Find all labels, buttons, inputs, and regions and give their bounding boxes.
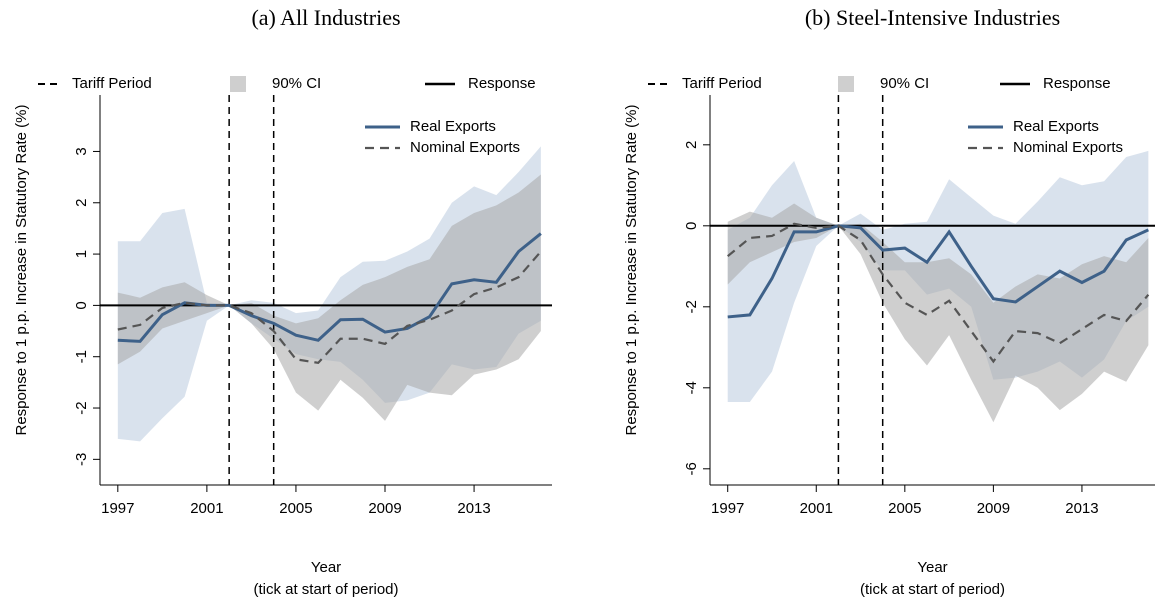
x-axis-title: Year [311, 559, 341, 576]
x-tick-label: 2009 [977, 500, 1010, 517]
legend-swatch [230, 76, 246, 92]
legend-label: Tariff Period [72, 75, 152, 92]
y-tick-label: -4 [683, 381, 700, 394]
legend-label: Nominal Exports [1013, 139, 1123, 156]
series-line [727, 224, 1149, 319]
y-axis-title: Response to 1 p.p. Increase in Statutory… [623, 104, 640, 435]
legend-label: Real Exports [410, 118, 496, 135]
ci-band [727, 203, 1149, 423]
legend-label: Real Exports [1013, 118, 1099, 135]
y-tick-label: 1 [73, 250, 90, 258]
x-tick-label: 2013 [1065, 500, 1098, 517]
ci-band [117, 174, 541, 421]
legend-label: Nominal Exports [410, 139, 520, 156]
y-tick-label: -2 [683, 300, 700, 313]
x-tick-label: 2009 [368, 500, 401, 517]
legend-label: Response [1043, 75, 1111, 92]
panel-title: (a) All Industries [251, 5, 400, 30]
x-tick-label: 2005 [888, 500, 921, 517]
x-tick-label: 1997 [711, 500, 744, 517]
x-axis-title: Year [917, 559, 947, 576]
y-tick-label: 0 [683, 222, 700, 230]
y-tick-label: -2 [73, 401, 90, 414]
legend-swatch [838, 76, 854, 92]
y-tick-label: -6 [683, 462, 700, 475]
x-tick-label: 2005 [279, 500, 312, 517]
panel-title: (b) Steel-Intensive Industries [805, 5, 1060, 30]
y-tick-label: 2 [683, 141, 700, 149]
x-tick-label: 2001 [800, 500, 833, 517]
y-tick-label: -1 [73, 350, 90, 363]
series-line [117, 250, 542, 365]
y-axis-title: Response to 1 p.p. Increase in Statutory… [13, 104, 30, 435]
y-tick-label: 0 [73, 301, 90, 309]
legend-label: Tariff Period [682, 75, 762, 92]
x-tick-label: 2013 [457, 500, 490, 517]
legend-label: Response [468, 75, 536, 92]
y-tick-label: 2 [73, 199, 90, 207]
y-tick-label: -3 [73, 453, 90, 466]
x-tick-label: 2001 [190, 500, 223, 517]
legend-label: 90% CI [272, 75, 321, 92]
y-tick-label: 3 [73, 147, 90, 155]
x-tick-label: 1997 [101, 500, 134, 517]
x-axis-note: (tick at start of period) [253, 581, 398, 598]
legend-label: 90% CI [880, 75, 929, 92]
series-line [727, 222, 1150, 364]
x-axis-note: (tick at start of period) [860, 581, 1005, 598]
